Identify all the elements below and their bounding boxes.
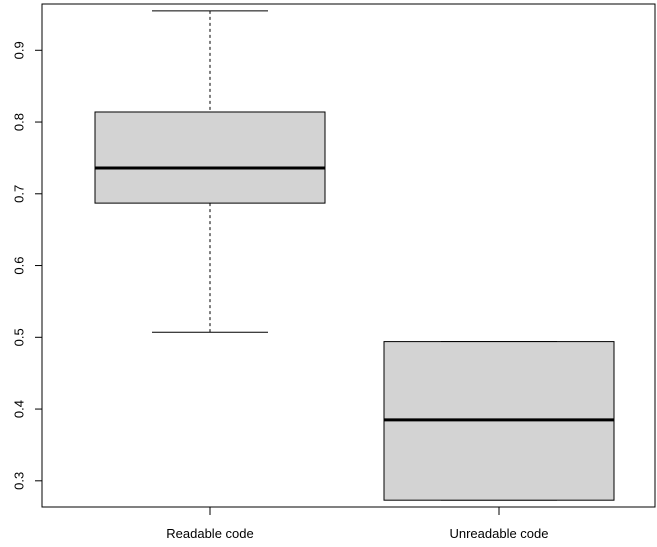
x-axis: Readable code Unreadable code	[166, 507, 549, 541]
y-tick-label: 0.3	[11, 472, 26, 490]
box-group	[94, 10, 615, 501]
y-axis: 0.3 0.4 0.5 0.6 0.7 0.8 0.9	[11, 41, 42, 490]
y-tick-label: 0.7	[11, 185, 26, 203]
y-tick-label: 0.8	[11, 113, 26, 131]
x-tick-label: Readable code	[166, 526, 253, 541]
y-tick-label: 0.5	[11, 328, 26, 346]
iqr-box	[94, 111, 326, 204]
box-2	[383, 341, 615, 501]
x-tick-label: Unreadable code	[449, 526, 548, 541]
plot-frame	[41, 3, 656, 508]
box-1	[94, 10, 326, 333]
y-tick-label: 0.4	[11, 400, 26, 418]
y-tick-label: 0.9	[11, 41, 26, 59]
y-tick-label: 0.6	[11, 257, 26, 275]
